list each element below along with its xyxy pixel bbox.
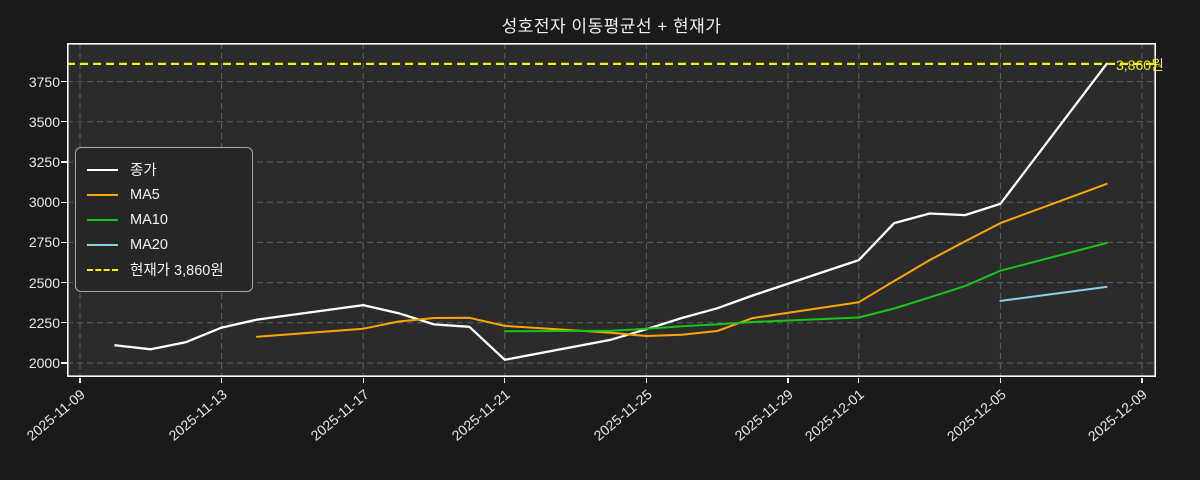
plot-border [67,43,1156,377]
series-line-3 [999,285,1108,302]
y-tick-label: 3500 [28,113,60,130]
legend-item-ma10: MA10 [87,207,240,232]
y-tick-label: 2000 [28,355,60,371]
y-tick-mark [61,80,67,83]
current-price-label: 3,860원 [1116,56,1164,73]
chart-canvas [67,43,1156,377]
chart-title: 성호전자 이동평균선 + 현재가 [501,17,722,36]
series-line-0 [114,62,1108,361]
x-tick-mark [999,378,1002,383]
y-tick-mark [61,121,67,123]
legend-item-4: 현재가 3,860원 [87,257,240,282]
x-tick-label: 2025-11-25 [590,386,655,444]
y-tick-label: 2250 [28,314,60,331]
y-tick-mark [61,362,67,364]
x-tick-mark [504,378,506,383]
x-tick-mark [1141,378,1143,383]
x-tick-label: 2025-11-17 [307,386,372,444]
x-tick-mark [858,378,860,383]
y-tick-label: 2750 [28,234,60,251]
x-tick-mark [787,378,789,383]
legend-item-0: 종가 [87,157,240,182]
series-line-2 [503,242,1108,333]
x-tick-mark [362,378,364,383]
y-tick-mark [61,241,67,244]
y-tick-label: 3750 [28,73,60,90]
x-tick-mark [645,378,648,383]
legend-label: MA20 [130,236,168,253]
legend-line-swatch [87,193,118,196]
legend-label: MA10 [130,211,168,228]
legend-item-ma20: MA20 [87,232,240,257]
x-tick-mark [220,378,223,383]
x-tick-label: 2025-12-05 [943,386,1009,445]
y-tick-mark [61,322,67,324]
x-tick-label: 2025-11-29 [731,386,797,444]
y-tick-label: 3250 [28,154,60,170]
legend-label: 현재가 3,860원 [130,263,224,279]
series-line-1 [256,182,1108,338]
x-tick-label: 2025-12-01 [801,386,868,445]
x-tick-label: 2025-11-13 [165,386,230,444]
legend-label: MA5 [130,186,160,203]
y-tick-label: 2500 [28,274,60,291]
y-tick-mark [61,281,67,284]
x-tick-label: 2025-11-09 [23,386,89,444]
legend-label: 종가 [130,163,157,179]
legend-line-swatch [87,218,118,221]
legend-line-swatch [87,243,118,246]
y-tick-mark [61,201,67,203]
y-tick-label: 3000 [28,194,60,211]
x-tick-label: 2025-11-21 [448,386,514,444]
y-tick-mark [61,161,67,163]
legend-box: 종가 MA5 MA10 MA20 현재가 3,860원 [75,147,253,292]
x-tick-label: 2025-12-09 [1085,386,1151,445]
legend-line-swatch [87,268,118,271]
legend-item-ma5: MA5 [87,182,240,207]
legend-line-swatch [87,168,118,171]
x-tick-mark [79,378,81,383]
